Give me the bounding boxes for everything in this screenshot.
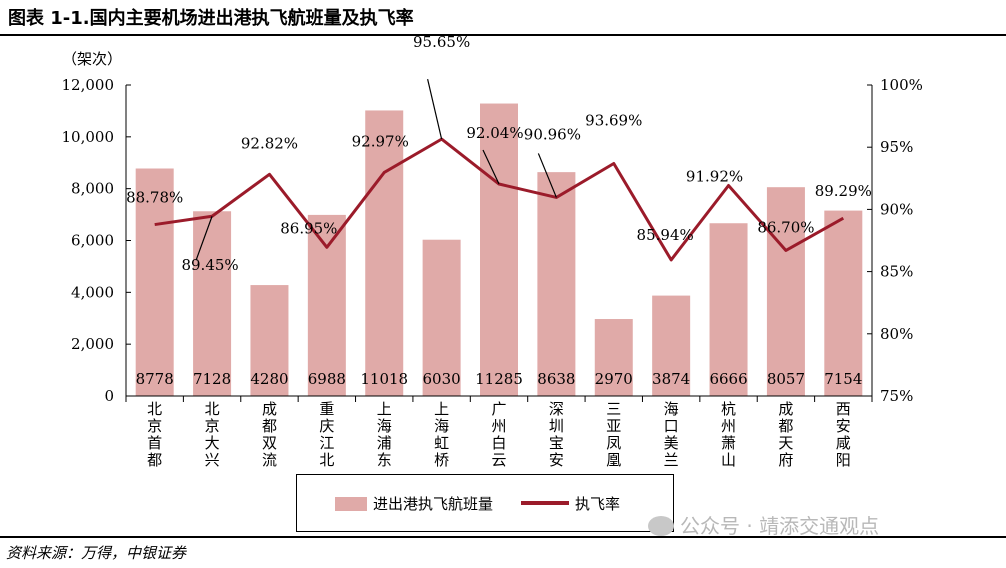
x-category-label-4: 上海浦东 xyxy=(377,400,392,469)
x-category-label-5: 上海虹桥 xyxy=(434,400,449,469)
y-right-tick-label-1: 80% xyxy=(880,325,913,343)
source-note: 资料来源：万得，中银证券 xyxy=(6,544,187,562)
bar-6 xyxy=(480,103,518,396)
bar-11 xyxy=(766,187,805,396)
bar-9 xyxy=(652,295,691,396)
leader-line-5 xyxy=(427,78,443,140)
x-category-label-7: 深圳宝安 xyxy=(549,400,564,469)
bar-3 xyxy=(307,214,346,396)
footer-divider xyxy=(0,536,1006,538)
x-category-label-3: 重庆江北 xyxy=(319,400,334,469)
rate-label-2: 92.82% xyxy=(241,134,298,152)
rate-label-9: 85.94% xyxy=(637,226,694,244)
y-right-tick-label-2: 85% xyxy=(880,263,913,281)
x-category-label-12: 西安咸阳 xyxy=(836,400,851,469)
x-category-label-6: 广州白云 xyxy=(491,400,506,469)
wechat-icon xyxy=(648,516,674,536)
bar-8 xyxy=(594,319,633,396)
y-left-tick-label-4: 8,000 xyxy=(71,180,114,198)
chart-canvas: 8778 7128 4280 6988 11018 6030 11285 8638 2970 38… xyxy=(62,33,923,469)
y-right-tick-label-4: 95% xyxy=(880,138,913,156)
bar-value-label-5: 6030 xyxy=(423,370,461,388)
bar-value-label-2: 4280 xyxy=(250,370,288,388)
bar-0 xyxy=(135,168,174,396)
y-left-tick-label-1: 2,000 xyxy=(71,335,114,353)
legend-bar-label: 进出港执飞航班量 xyxy=(373,495,494,513)
bar-value-label-4: 11018 xyxy=(360,370,408,388)
bar-7 xyxy=(537,172,576,396)
rate-label-8: 93.69% xyxy=(585,111,642,129)
legend-line-label: 执飞率 xyxy=(575,495,621,513)
x-category-label-0: 北京首都 xyxy=(147,400,162,469)
x-category-label-11: 成都天府 xyxy=(778,400,793,469)
y-left-tick-label-6: 12,000 xyxy=(62,76,115,94)
bar-value-label-12: 7154 xyxy=(824,370,862,388)
bar-10 xyxy=(709,223,748,396)
legend-bar-swatch xyxy=(335,497,367,511)
y-right-tick-label-5: 100% xyxy=(880,76,923,94)
y-right-tick-label-0: 75% xyxy=(880,387,913,405)
rate-label-7: 90.96% xyxy=(524,125,581,143)
bar-value-label-11: 8057 xyxy=(767,370,805,388)
x-category-label-9: 海口美兰 xyxy=(664,400,679,469)
title-divider xyxy=(0,34,1006,36)
watermark: 公众号 · 靖添交通观点 xyxy=(648,510,879,539)
rate-label-12: 89.29% xyxy=(815,182,872,200)
leader-line-7 xyxy=(537,153,557,198)
legend-item-line: 执飞率 xyxy=(521,493,620,514)
bar-12 xyxy=(824,210,863,396)
y-left-tick-label-0: 0 xyxy=(104,387,114,405)
bar-4 xyxy=(365,110,404,396)
rate-label-3: 86.95% xyxy=(280,219,337,237)
bar-value-label-8: 2970 xyxy=(595,370,633,388)
bar-2 xyxy=(250,285,289,396)
rate-label-1: 89.45% xyxy=(181,256,238,274)
y-left-tick-label-3: 6,000 xyxy=(71,232,114,250)
y-left-unit-label: （架次） xyxy=(62,50,122,68)
legend: 进出港执飞航班量 执飞率 xyxy=(296,474,674,532)
rate-label-0: 88.78% xyxy=(126,189,183,207)
leader-line-1 xyxy=(195,216,213,261)
x-category-label-8: 三亚凤凰 xyxy=(606,400,621,469)
rate-label-11: 86.70% xyxy=(757,218,814,236)
y-left-tick-label-2: 4,000 xyxy=(71,283,114,301)
rate-label-5: 95.65% xyxy=(413,33,470,51)
bar-1 xyxy=(193,211,232,396)
x-category-label-1: 北京大兴 xyxy=(205,400,220,469)
bar-value-label-9: 3874 xyxy=(652,370,690,388)
y-right-tick-label-3: 90% xyxy=(880,200,913,218)
x-category-label-10: 杭州萧山 xyxy=(721,400,736,469)
bar-value-label-6: 11285 xyxy=(475,370,523,388)
bar-value-label-3: 6988 xyxy=(308,370,346,388)
legend-item-bars: 进出港执飞航班量 xyxy=(335,493,493,514)
y-left-tick-label-5: 10,000 xyxy=(62,128,115,146)
chart-title: 图表 1-1.国内主要机场进出港执飞航班量及执飞率 xyxy=(8,8,414,29)
x-category-label-2: 成都双流 xyxy=(262,400,277,469)
bar-value-label-10: 6666 xyxy=(709,370,747,388)
bar-value-label-0: 8778 xyxy=(136,370,174,388)
bar-value-label-7: 8638 xyxy=(537,370,575,388)
rate-label-10: 91.92% xyxy=(686,168,743,186)
legend-line-swatch xyxy=(521,501,569,505)
watermark-text: 公众号 · 靖添交通观点 xyxy=(680,514,880,538)
leader-line-6 xyxy=(482,149,500,185)
rate-label-4: 92.97% xyxy=(352,132,409,150)
rate-label-6: 92.04% xyxy=(466,124,523,142)
bar-value-label-1: 7128 xyxy=(193,370,231,388)
bar-5 xyxy=(422,239,461,396)
